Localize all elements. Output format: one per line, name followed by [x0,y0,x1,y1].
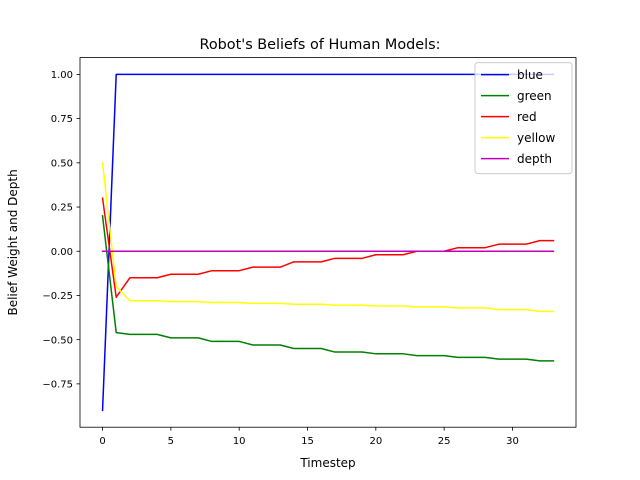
legend-label-yellow: yellow [517,131,555,145]
y-tick-label: −0.25 [42,291,73,302]
x-tick-label: 10 [233,436,246,447]
x-tick-label: 20 [369,436,382,447]
y-tick-label: −0.50 [42,335,73,346]
legend-label-blue: blue [517,68,543,82]
plot-area: 0 5 10 15 20 25 30 −0.75 −0.50 −0.25 0.00 0.25 0.50… [42,57,577,447]
series-line-yellow [101,161,555,313]
x-tick-label: 25 [438,436,451,447]
series-line-red [101,197,555,298]
x-tick-label: 30 [506,436,519,447]
y-tick-label: 0.00 [51,247,73,258]
legend-box [474,62,573,175]
y-tick-label: 0.75 [51,114,73,125]
y-tick-label: 0.50 [51,158,73,169]
y-axis: −0.75 −0.50 −0.25 0.00 0.25 0.50 0.75 1.00 [42,70,80,390]
y-tick-label: 1.00 [51,70,73,81]
plot-frame [79,57,577,428]
legend: blue green red yellow depth [474,62,573,175]
x-tick-label: 15 [301,436,314,447]
legend-label-red: red [517,110,537,124]
x-axis: 0 5 10 15 20 25 30 [99,427,519,447]
y-tick-label: −0.75 [42,379,73,390]
y-tick-label: 0.25 [51,203,73,214]
chart-title: Robot's Beliefs of Human Models: [200,37,441,53]
legend-label-depth: depth [517,152,552,166]
x-axis-label: Timestep [299,456,355,470]
x-tick-label: 5 [168,436,174,447]
y-axis-label: Belief Weight and Depth [6,169,20,315]
x-tick-label: 0 [99,436,105,447]
legend-label-green: green [517,89,552,103]
series-line-green [101,215,555,362]
